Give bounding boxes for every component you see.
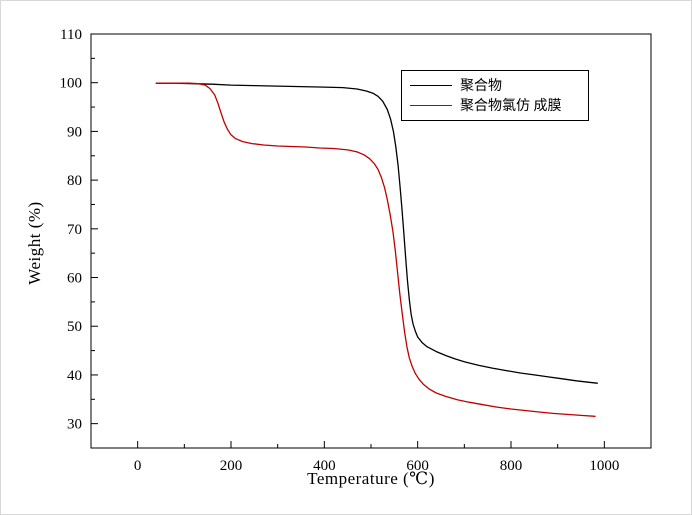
y-tick-label: 30	[67, 417, 82, 433]
y-tick-label: 110	[60, 27, 82, 43]
legend-item: 聚合物氯仿 成膜	[410, 95, 580, 115]
x-axis-title: Temperature (℃)	[307, 469, 435, 488]
legend-label: 聚合物	[460, 79, 502, 94]
legend-line-sample-polymer	[410, 84, 452, 86]
series-line-0	[155, 82, 598, 384]
y-tick-label: 70	[67, 222, 82, 238]
y-tick-label: 90	[67, 124, 82, 140]
x-tick-label: 200	[220, 458, 243, 474]
x-tick-label: 0	[134, 458, 142, 474]
legend-label: 聚合物氯仿 成膜	[460, 99, 562, 114]
y-tick-label: 60	[67, 271, 82, 287]
series-line-1	[155, 82, 596, 417]
y-tick-label: 40	[67, 368, 82, 384]
y-tick-label: 80	[67, 173, 82, 189]
x-tick-label: 600	[406, 458, 429, 474]
y-tick-label: 50	[67, 319, 82, 335]
x-tick-label: 800	[500, 458, 523, 474]
x-tick-label: 1000	[589, 458, 619, 474]
legend-item: 聚合物	[410, 75, 580, 95]
legend-line-sample-film	[410, 104, 452, 106]
legend: 聚合物 聚合物氯仿 成膜	[401, 70, 589, 121]
y-tick-label: 100	[60, 76, 83, 92]
x-tick-label: 400	[313, 458, 336, 474]
y-axis-title: Weight (%)	[25, 201, 44, 285]
